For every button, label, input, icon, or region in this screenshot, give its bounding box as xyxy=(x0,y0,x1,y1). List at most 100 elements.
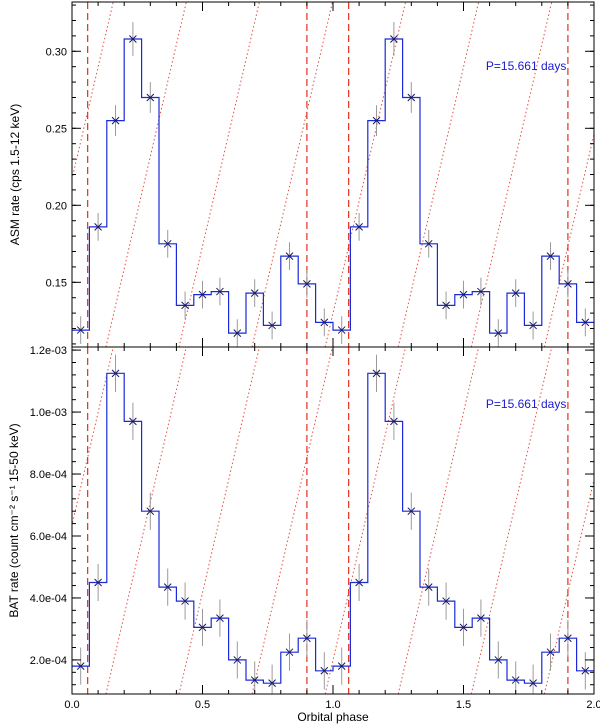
bat-data-point xyxy=(285,648,294,657)
asm-data-point xyxy=(268,321,276,330)
bat-data-point xyxy=(355,578,363,587)
bat-data-point xyxy=(76,662,85,670)
bat-data-point xyxy=(424,583,433,591)
bat-step-line xyxy=(72,372,594,684)
bat-data-point xyxy=(564,634,572,643)
bat-marker-stroke xyxy=(285,648,294,657)
asm-y-tick-label: 0.30 xyxy=(46,46,67,58)
bat-dotted-guide-line xyxy=(105,347,187,694)
asm-marker-stroke xyxy=(477,287,485,296)
bat-y-tick-label: 1.2e-03 xyxy=(30,345,67,357)
asm-panel: 0.15 0.20 0.25 0.30 ASM rate (cps 1.5-12 keV… xyxy=(8,1,595,348)
bat-marker-stroke xyxy=(216,614,224,622)
bat-data-point xyxy=(181,597,189,605)
bat-data-point xyxy=(337,662,346,670)
bat-data-point xyxy=(494,656,503,664)
bat-x-tick-label: 2.0 xyxy=(586,699,600,711)
bat-y-tick-label: 4.0e-04 xyxy=(30,593,67,605)
asm-dotted-guide-line xyxy=(251,2,333,347)
asm-data-point xyxy=(250,289,259,297)
asm-data-point xyxy=(546,252,555,260)
asm-marker-stroke xyxy=(250,289,259,297)
bat-panel: 2.0e-04 4.0e-04 6.0e-04 8.0e-04 1.0e-03 1.2e-… xyxy=(7,345,600,711)
bat-marker-stroke xyxy=(546,648,555,657)
asm-dotted-guide-line xyxy=(470,2,553,347)
asm-marker-stroke xyxy=(198,290,207,299)
bat-period-annotation: P=15.661 days xyxy=(486,397,566,411)
bat-data-point xyxy=(477,614,485,622)
asm-marker-stroke xyxy=(94,223,102,231)
asm-dotted-guide-line xyxy=(397,2,480,347)
asm-data-point xyxy=(494,329,503,337)
asm-data-point xyxy=(216,287,224,296)
asm-data-point xyxy=(529,321,537,330)
bat-marker-stroke xyxy=(111,369,120,378)
bat-marker-stroke xyxy=(564,634,572,643)
bat-data-point xyxy=(268,679,276,688)
asm-data-point xyxy=(407,93,416,102)
asm-marker-stroke xyxy=(442,301,450,310)
bat-marker-stroke xyxy=(146,507,155,516)
bat-data-point xyxy=(390,417,398,426)
asm-dotted-guide-line xyxy=(178,2,260,347)
bat-data-point xyxy=(511,676,520,684)
asm-marker-stroke xyxy=(546,252,555,260)
bat-dotted-guide-line xyxy=(72,347,114,528)
bat-y-tick-label: 8.0e-04 xyxy=(30,469,67,481)
bat-marker-stroke xyxy=(337,662,346,670)
asm-marker-stroke xyxy=(303,279,311,288)
asm-marker-stroke xyxy=(216,287,224,296)
bat-marker-stroke xyxy=(355,578,363,587)
asm-data-point xyxy=(285,252,294,260)
asm-data-point xyxy=(442,301,450,310)
bat-data-point xyxy=(407,507,416,516)
asm-data-point xyxy=(146,93,155,102)
bat-data-point xyxy=(372,369,381,378)
bat-marker-stroke xyxy=(198,623,207,632)
bat-marker-stroke xyxy=(529,679,537,688)
asm-data-point xyxy=(424,239,433,248)
bat-marker-stroke xyxy=(320,666,329,675)
asm-marker-stroke xyxy=(511,289,520,297)
asm-period-annotation: P=15.661 days xyxy=(486,59,566,73)
bat-y-axis-title: BAT rate (count cm⁻² s⁻¹ 15-50 keV) xyxy=(7,423,21,617)
asm-marker-stroke xyxy=(372,116,381,125)
bat-marker-stroke xyxy=(511,676,520,684)
bat-dotted-guide-line xyxy=(324,347,407,694)
asm-marker-stroke xyxy=(146,93,155,102)
asm-marker-stroke xyxy=(494,329,503,337)
asm-data-point xyxy=(163,239,172,248)
asm-data-point xyxy=(337,326,346,334)
asm-marker-stroke xyxy=(355,223,363,231)
asm-data-point xyxy=(303,279,311,288)
asm-y-axis-title: ASM rate (cps 1.5-12 keV) xyxy=(8,104,22,245)
bat-marker-stroke xyxy=(494,656,503,664)
bat-data-point xyxy=(216,614,224,622)
bat-data-point xyxy=(146,507,155,516)
bat-data-point xyxy=(198,623,207,632)
asm-marker-stroke xyxy=(76,326,85,334)
bat-x-tick-label: 1.0 xyxy=(325,699,340,711)
bat-marker-stroke xyxy=(163,583,172,591)
asm-plot-area xyxy=(72,2,594,347)
asm-data-point xyxy=(181,301,189,310)
asm-y-tick-label: 0.25 xyxy=(46,123,67,135)
asm-marker-stroke xyxy=(337,326,346,334)
asm-marker-stroke xyxy=(163,239,172,248)
asm-marker-stroke xyxy=(233,329,242,337)
asm-marker-stroke xyxy=(181,301,189,310)
bat-marker-stroke xyxy=(268,679,276,688)
x-axis-title: Orbital phase xyxy=(297,710,369,724)
bat-x-tick-label: 0.0 xyxy=(64,699,79,711)
bat-data-point xyxy=(320,666,329,675)
bat-data-point xyxy=(581,666,590,675)
bat-marker-stroke xyxy=(372,369,381,378)
bat-marker-stroke xyxy=(442,597,450,605)
asm-marker-stroke xyxy=(129,35,137,43)
bat-x-tick-label: 0.5 xyxy=(195,699,210,711)
asm-marker-stroke xyxy=(564,279,572,288)
bat-marker-stroke xyxy=(233,656,242,664)
bat-data-point xyxy=(94,578,102,587)
bat-marker-stroke xyxy=(303,634,311,643)
